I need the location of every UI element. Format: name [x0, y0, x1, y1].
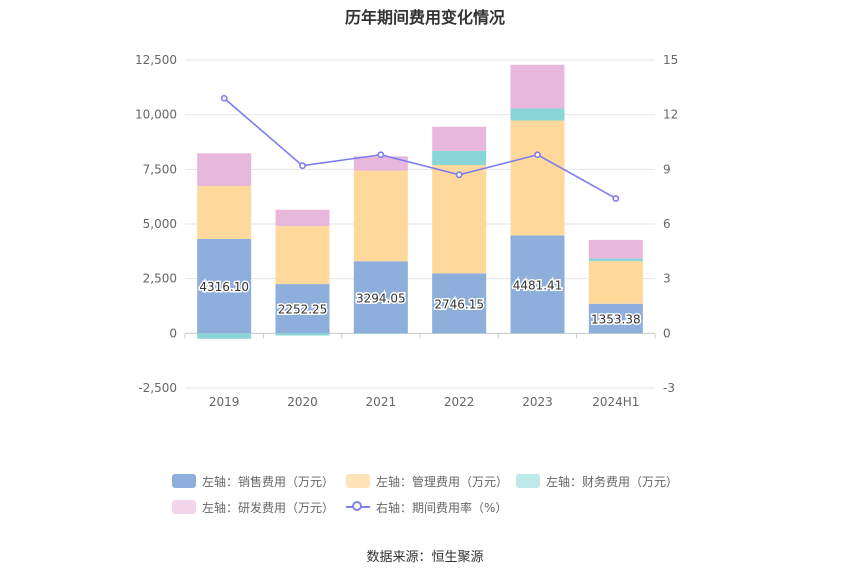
bar-segment-admin	[432, 165, 487, 274]
expense-rate-point	[534, 151, 541, 159]
legend-label-admin: 左轴：管理费用（万元）	[376, 474, 509, 489]
y-left-tick-label: 12,500	[135, 53, 177, 67]
y-right-tick-label: 9	[663, 162, 671, 176]
data-label-sales: 2746.15	[434, 297, 484, 311]
data-label-sales: 1353.38	[591, 313, 641, 327]
y-right-tick-label: -3	[663, 381, 675, 395]
data-label-sales: 4316.10	[199, 280, 249, 294]
legend-swatch-rd	[172, 500, 196, 514]
y-left-tick-label: 5,000	[143, 217, 177, 231]
legend-label-rd: 左轴：研发费用（万元）	[202, 500, 335, 515]
expense-rate-line	[223, 97, 617, 200]
bar-segment-admin	[197, 186, 252, 239]
bar-segment-finance	[588, 258, 643, 262]
bar-segment-sales	[353, 261, 408, 334]
y-right-tick-label: 0	[663, 326, 671, 340]
x-tick-label: 2024H1	[592, 395, 639, 409]
expense-rate-point	[612, 195, 620, 202]
expense-rate-point	[455, 171, 463, 179]
bar-segment-admin	[353, 170, 408, 262]
legend-item-finance[interactable]: 左轴：财务费用（万元）	[516, 472, 678, 490]
bar-segment-rd	[275, 209, 330, 227]
bar-segment-sales	[432, 273, 487, 334]
y-right-tick-label: 15	[663, 53, 678, 67]
data-label-sales: 4481.41	[513, 278, 563, 292]
bar-segment-finance	[510, 108, 565, 121]
bar-segment-admin	[275, 226, 330, 285]
x-tick-label: 2023	[522, 395, 553, 409]
legend-swatch-finance	[516, 474, 540, 488]
legend-label-finance: 左轴：财务费用（万元）	[546, 474, 679, 489]
bar-segment-rd	[510, 64, 565, 109]
expense-rate-point	[377, 151, 385, 159]
legend-item-admin[interactable]: 左轴：管理费用（万元）	[346, 472, 508, 490]
expense-rate-point	[220, 94, 228, 102]
legend-item-sales[interactable]: 左轴：销售费用（万元）	[172, 472, 334, 490]
bar-segment-rd	[353, 156, 408, 171]
chart-title: 历年期间费用变化情况	[344, 8, 505, 27]
bar-segment-sales	[197, 238, 252, 334]
x-tick-label: 2021	[366, 395, 397, 409]
x-tick-label: 2020	[287, 395, 318, 409]
bar-segment-sales	[588, 303, 643, 334]
x-tick-label: 2019	[209, 395, 240, 409]
y-left-tick-label: 2,500	[143, 272, 177, 286]
legend-item-expense-rate[interactable]: 右轴：期间费用率（%）	[346, 498, 507, 516]
y-left-tick-label: 10,000	[135, 108, 177, 122]
y-right-tick-label: 3	[663, 272, 671, 286]
bar-segment-finance	[275, 333, 330, 336]
legend-label-expense-rate: 右轴：期间费用率（%）	[376, 500, 508, 515]
bar-segment-finance	[197, 333, 252, 339]
legend-swatch-admin	[346, 474, 370, 488]
legend-label-sales: 左轴：销售费用（万元）	[202, 474, 335, 489]
x-tick-label: 2022	[444, 395, 475, 409]
legend-swatch-sales	[172, 474, 196, 488]
bar-segment-rd	[197, 153, 252, 187]
bar-segment-sales	[275, 284, 330, 334]
y-left-tick-label: 0	[169, 326, 177, 340]
legend-item-rd[interactable]: 左轴：研发费用（万元）	[172, 498, 334, 516]
bar-segment-sales	[510, 235, 565, 334]
bar-segment-rd	[432, 126, 487, 151]
bar-segment-finance	[432, 150, 487, 166]
y-right-tick-label: 6	[663, 217, 671, 231]
bar-segment-admin	[588, 261, 643, 304]
y-left-tick-label: 7,500	[143, 162, 177, 176]
y-right-tick-label: 12	[663, 108, 678, 122]
data-source-note: 数据来源：恒生聚源	[366, 550, 484, 565]
data-label-sales: 3294.05	[356, 291, 406, 305]
y-left-tick-label: -2,500	[138, 381, 177, 395]
bar-segment-rd	[588, 239, 643, 259]
data-label-sales: 2252.25	[278, 303, 328, 317]
expense-rate-point	[299, 162, 306, 170]
bar-segment-admin	[510, 120, 565, 236]
legend-swatch-expense-rate	[346, 500, 370, 514]
